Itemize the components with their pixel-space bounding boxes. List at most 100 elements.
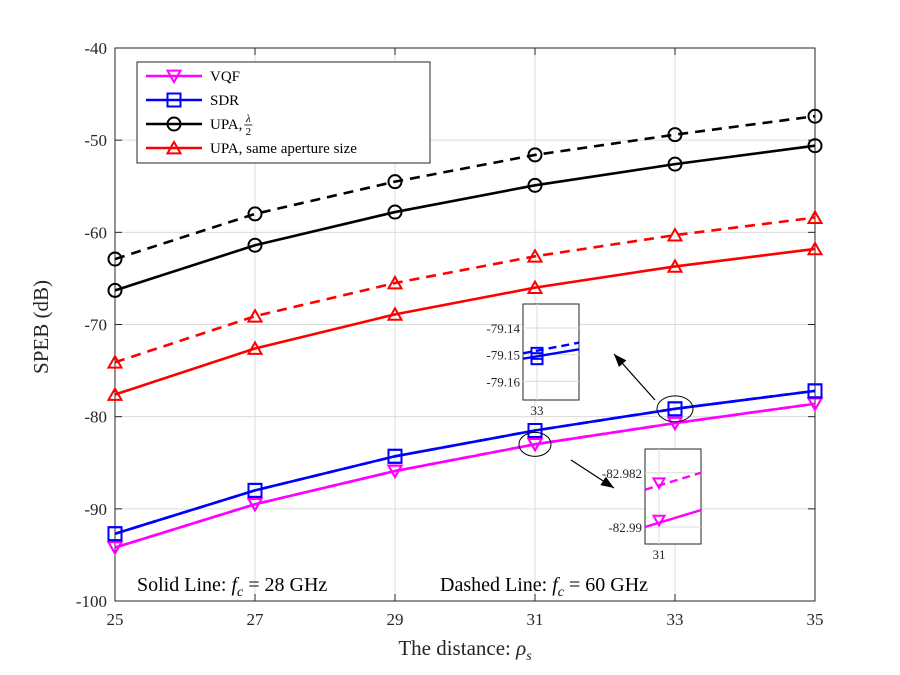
- y-tick-label: -90: [84, 500, 107, 519]
- x-tick-label: 33: [667, 610, 684, 629]
- data-point: [387, 204, 403, 220]
- x-tick-label: 25: [107, 610, 124, 629]
- data-point: [807, 383, 823, 399]
- data-point: [526, 279, 544, 294]
- x-tick-label: 35: [807, 610, 824, 629]
- data-point: [807, 138, 823, 154]
- legend-label: VQF: [210, 69, 240, 85]
- data-point: [246, 497, 264, 513]
- inset-solid-line: [644, 508, 702, 529]
- solid-note-subscript: c: [237, 585, 244, 600]
- x-axis-label-symbol: ρ: [515, 636, 526, 660]
- data-point: [526, 248, 544, 263]
- legend-entry: VQF: [146, 69, 240, 85]
- data-point: [806, 397, 824, 412]
- dashed-line-note: Dashed Line: fc = 60 GHz: [440, 574, 648, 600]
- data-point: [386, 274, 404, 290]
- inset-frame: [644, 448, 702, 545]
- solid-line-note: Solid Line: fc = 28 GHz: [137, 574, 327, 600]
- legend-entry: UPA, λ2: [146, 113, 253, 138]
- data-point: [387, 174, 403, 190]
- series-line: [114, 144, 816, 292]
- data-point: [806, 240, 824, 256]
- solid-note-suffix: = 28 GHz: [243, 574, 327, 596]
- legend-fraction-numerator: λ: [245, 113, 251, 125]
- data-point: [107, 526, 123, 542]
- inset-y-tick-label: -79.14: [486, 321, 520, 336]
- inset-sdr-zoom: -79.14 -79.15 -79.16 33: [486, 303, 694, 423]
- data-point: [247, 482, 263, 498]
- data-point: [667, 401, 683, 417]
- data-point: [386, 464, 404, 480]
- callout-arrow-head: [614, 354, 627, 368]
- x-tick-label: 29: [387, 610, 404, 629]
- inset-marker: [651, 514, 667, 528]
- inset-dashed-line: [522, 341, 580, 355]
- y-tick-label: -60: [84, 223, 107, 242]
- series-line: [114, 247, 816, 396]
- y-tick-label: -100: [76, 592, 107, 611]
- x-tick-label: 27: [247, 610, 265, 629]
- y-tick-label: -70: [84, 316, 107, 335]
- series-line: [114, 402, 816, 549]
- dashed-note-subscript: c: [558, 585, 565, 600]
- data-point: [247, 206, 263, 222]
- data-point: [246, 308, 264, 323]
- solid-note-prefix: Solid Line:: [137, 574, 231, 596]
- series-layer: [106, 108, 824, 556]
- series-vqf: [106, 397, 824, 556]
- data-point: [807, 108, 823, 124]
- legend-marker: [166, 116, 182, 132]
- data-point: [526, 437, 544, 453]
- data-point: [106, 541, 124, 556]
- x-axis-label-subscript: s: [526, 649, 532, 664]
- series-line: [114, 402, 816, 549]
- x-tick-label: 31: [527, 610, 544, 629]
- inset-marker: [530, 346, 544, 360]
- data-point: [387, 448, 403, 464]
- legend-fraction-denominator: 2: [246, 126, 252, 138]
- series-upa-lambda-2-60-ghz-: [107, 108, 823, 267]
- series-sdr-60-ghz-: [107, 383, 823, 542]
- series-upa-same-aperture-size-60-ghz-: [106, 209, 824, 369]
- data-point: [107, 251, 123, 267]
- data-point: [246, 340, 264, 355]
- inset-y-tick-label: -79.15: [486, 348, 520, 363]
- legend-marker: [165, 139, 183, 155]
- data-point: [527, 177, 543, 193]
- callout-ellipse: [518, 431, 552, 457]
- callout-ellipse: [656, 395, 694, 423]
- y-tick-label: -80: [84, 408, 107, 427]
- legend-box: [136, 61, 431, 164]
- inset-y-tick-label: -82.99: [608, 520, 642, 535]
- inset-y-tick-label: -82.982: [602, 466, 642, 481]
- solid-note-symbol: f: [231, 574, 239, 596]
- y-tick-label: -40: [84, 39, 107, 58]
- data-point: [107, 282, 123, 298]
- legend-label: SDR: [210, 93, 239, 109]
- inset-x-tick-label: 33: [531, 403, 544, 418]
- series-upa-same-aperture-size: [106, 240, 824, 401]
- zoom-insets: -79.14 -79.15 -79.16 33 -82.982 -82.99 31: [486, 303, 702, 562]
- series-line: [114, 114, 816, 261]
- series-upa-lambda-2: [107, 138, 823, 298]
- data-point: [666, 416, 684, 432]
- legend-label: UPA, same aperture size: [210, 141, 357, 157]
- legend-label: UPA,: [210, 117, 242, 133]
- y-axis-label: SPEB (dB): [29, 280, 53, 374]
- legend-entries: VQF SDR UPA, λ2 UPA, same aperture size: [146, 69, 357, 157]
- data-point: [247, 237, 263, 253]
- x-axis-label: The distance: ρs: [398, 636, 532, 664]
- y-tick-label: -50: [84, 131, 107, 150]
- inset-vqf-zoom: -82.982 -82.99 31: [518, 431, 702, 562]
- axis-ticks: 25 27 29 31 33 35 -100 -90 -80 -70 -60 -50 -40: [76, 39, 824, 629]
- series-line: [114, 389, 816, 535]
- data-point: [667, 156, 683, 172]
- dashed-note-symbol: f: [552, 574, 560, 596]
- series-line: [114, 389, 816, 535]
- data-point: [527, 422, 543, 438]
- dashed-note-suffix: = 60 GHz: [564, 574, 648, 596]
- data-point: [667, 127, 683, 143]
- data-point: [666, 226, 684, 242]
